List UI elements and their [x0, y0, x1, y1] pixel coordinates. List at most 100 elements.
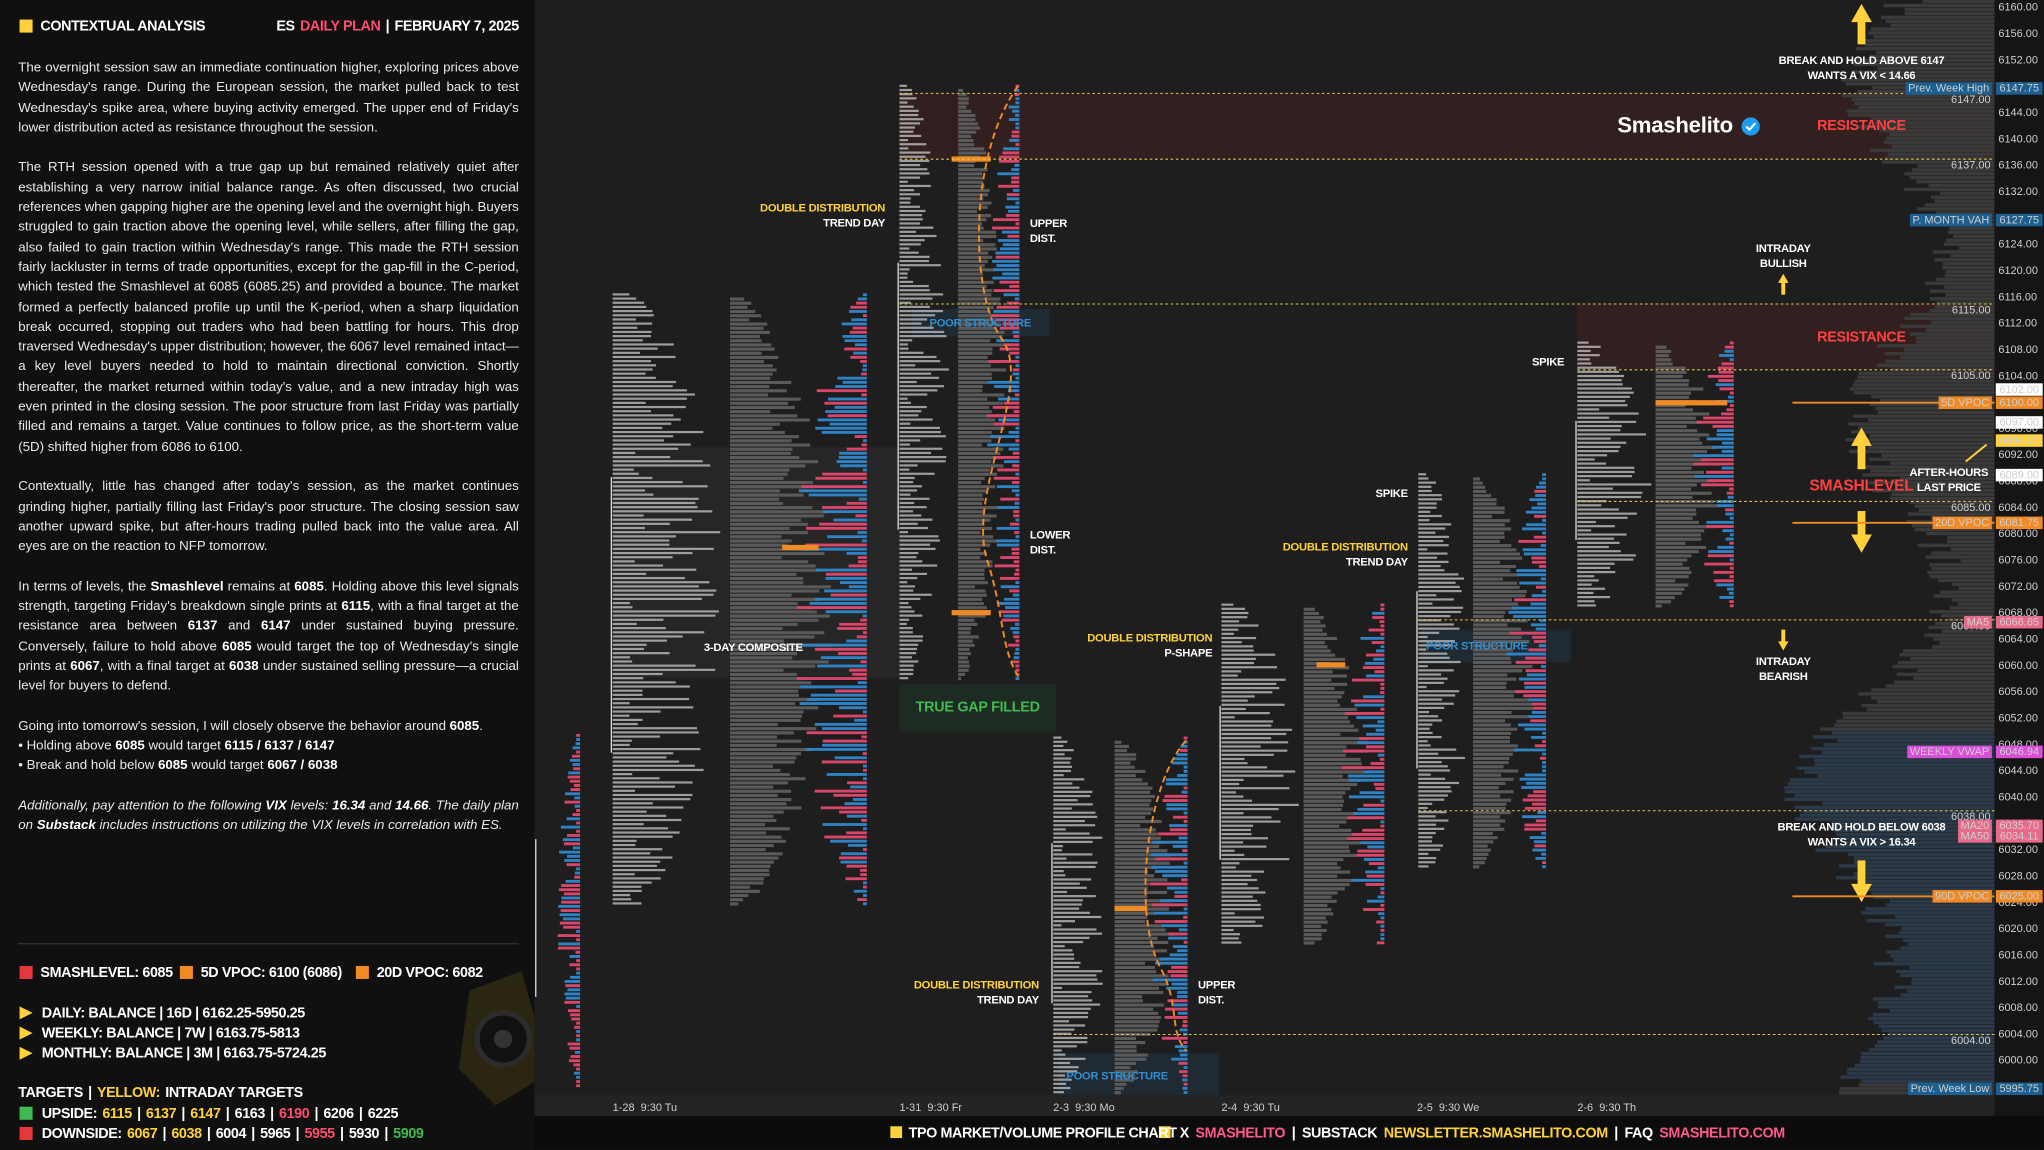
tpo-profile: [1303, 653, 1336, 657]
tpo-letters: [1577, 495, 1642, 499]
tpo-letters: [899, 239, 925, 242]
tpo-profile: [729, 497, 780, 501]
volume-profile-bar: [1910, 312, 1995, 317]
level-name: Prev. Week High: [1908, 83, 1989, 95]
tpo-letters: [899, 405, 927, 409]
tpo-letters: [899, 351, 924, 354]
volume-bar: [1000, 497, 1020, 501]
volume-bar: [1015, 376, 1020, 380]
volume-bar: [1524, 823, 1547, 827]
volume-bar: [1162, 799, 1188, 802]
tpo-letters: [899, 501, 915, 505]
volume-bar: [825, 410, 867, 413]
balance-line: WEEKLY: BALANCE | 7W | 6163.75-5813: [42, 1026, 300, 1042]
volume-bar: [1007, 389, 1020, 393]
volume-profile-bar: [1899, 973, 1995, 978]
tpo-letters: [1577, 562, 1615, 565]
tpo-letters: [1053, 749, 1074, 752]
tpo-profile: [1655, 575, 1689, 579]
volume-profile-bar: [1873, 962, 1995, 966]
tpo-letters: [612, 889, 642, 893]
text-run: • Holding above: [18, 739, 116, 754]
tpo-profile: [958, 568, 985, 572]
text-run: |: [270, 1106, 274, 1122]
tpo-letters: [899, 618, 910, 621]
level-value-box: [1995, 416, 2043, 429]
volume-bar: [1002, 230, 1020, 234]
volume-profile-bar: [1787, 782, 1995, 786]
volume-bar: [1524, 827, 1547, 831]
tpo-profile: [958, 631, 971, 635]
price-tick-label: 6080.00: [1998, 528, 2038, 540]
volume-bar: [1015, 126, 1020, 130]
tpo-profile: [729, 693, 799, 697]
volume-profile-bar: [1784, 797, 1995, 802]
volume-bar: [1014, 501, 1020, 505]
tpo-profile: [1114, 940, 1169, 945]
volume-bar: [1161, 924, 1188, 928]
tpo-profile: [729, 618, 819, 622]
tpo-letters: [1221, 878, 1258, 882]
tpo-letters: [1418, 623, 1454, 626]
tpo-profile: [958, 460, 992, 464]
tpo-letters: [1053, 1032, 1072, 1035]
volume-bar: [862, 710, 867, 714]
volume-bar: [1176, 753, 1188, 757]
tpo-profile: [1473, 690, 1523, 694]
tpo-letters: [1221, 611, 1249, 615]
volume-bar: [1533, 790, 1547, 794]
tpo-profile: [1473, 523, 1505, 527]
tpo-profile: [1114, 836, 1161, 840]
tpo-profile: [958, 589, 986, 593]
annotation: POOR STRUCTURE: [930, 317, 1032, 329]
tpo-profile: [958, 360, 1000, 364]
tpo-letters: [1221, 866, 1236, 869]
volume-bar: [1006, 214, 1020, 217]
tpo-profile: [1114, 932, 1175, 936]
tpo-letters: [1221, 645, 1254, 648]
volume-profile-bar: [1909, 175, 1995, 180]
volume-profile-bar: [1949, 226, 1995, 231]
tpo-letters: [1221, 695, 1255, 698]
volume-bar: [1725, 508, 1734, 512]
volume-bar: [1376, 920, 1385, 924]
tpo-profile: [1473, 569, 1510, 573]
tpo-profile: [1655, 520, 1700, 525]
volume-profile-bar: [1884, 922, 1995, 927]
volume-bar: [1701, 458, 1734, 462]
volume-bar: [1715, 383, 1734, 387]
volume-bar: [1717, 366, 1734, 370]
volume-profile-bar: [1847, 1071, 1995, 1075]
volume-bar: [801, 547, 867, 551]
volume-bar: [852, 326, 867, 330]
volume-bar: [988, 380, 1020, 384]
volume-profile-bar: [1916, 336, 1995, 340]
volume-bar: [839, 810, 867, 814]
volume-bar: [1729, 404, 1734, 407]
tpo-letters: [1221, 816, 1272, 819]
level-name-box: [1909, 213, 1992, 227]
volume-profile-bar: [1901, 926, 1995, 931]
tpo-letters: [1418, 756, 1465, 760]
tpo-letters: [1221, 653, 1276, 656]
tpo-profile: [729, 451, 791, 455]
tpo-profile: [729, 335, 760, 339]
text-run: NEWSLETTER.SMASHELITO.COM: [1384, 1125, 1608, 1141]
volume-bar: [838, 706, 867, 710]
text-run: 6038: [171, 1126, 202, 1142]
volume-profile-bar: [1896, 672, 1995, 677]
tpo-profile: [1655, 379, 1690, 383]
tpo-profile: [1655, 583, 1689, 587]
tpo-letters: [612, 585, 699, 588]
tpo-letters: [899, 460, 946, 463]
volume-bar: [1014, 393, 1020, 397]
tpo-profile: [1114, 924, 1164, 928]
level-value: 6089.00: [1999, 469, 2039, 481]
level-value: 6066.65: [1999, 616, 2039, 628]
tpo-letters: [899, 264, 941, 267]
tpo-letters: [612, 739, 632, 742]
tpo-profile: [1473, 673, 1508, 677]
tpo-profile: [1114, 895, 1148, 899]
tpo-letters: [1053, 1049, 1062, 1052]
price-tick-label: 6120.00: [1998, 265, 2038, 277]
